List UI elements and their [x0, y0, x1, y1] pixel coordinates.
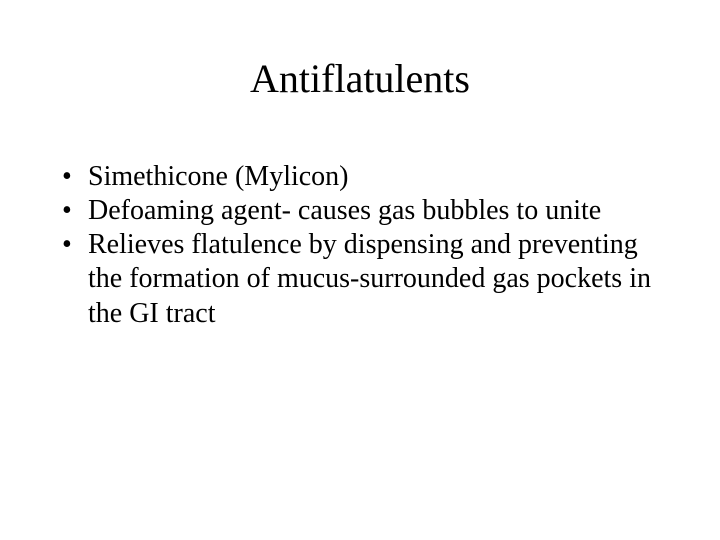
bullet-item: Defoaming agent- causes gas bubbles to u… — [60, 194, 670, 228]
bullet-text: Simethicone (Mylicon) — [88, 161, 349, 192]
bullet-item: Relieves flatulence by dispensing and pr… — [60, 228, 670, 330]
bullet-text: Relieves flatulence by dispensing and pr… — [88, 229, 651, 328]
bullet-item: Simethicone (Mylicon) — [60, 160, 670, 194]
slide: Antiflatulents Simethicone (Mylicon) Def… — [0, 0, 720, 540]
bullet-text: Defoaming agent- causes gas bubbles to u… — [88, 195, 601, 226]
slide-body: Simethicone (Mylicon) Defoaming agent- c… — [60, 160, 670, 331]
slide-title: Antiflatulents — [0, 55, 720, 102]
bullet-list: Simethicone (Mylicon) Defoaming agent- c… — [60, 160, 670, 331]
